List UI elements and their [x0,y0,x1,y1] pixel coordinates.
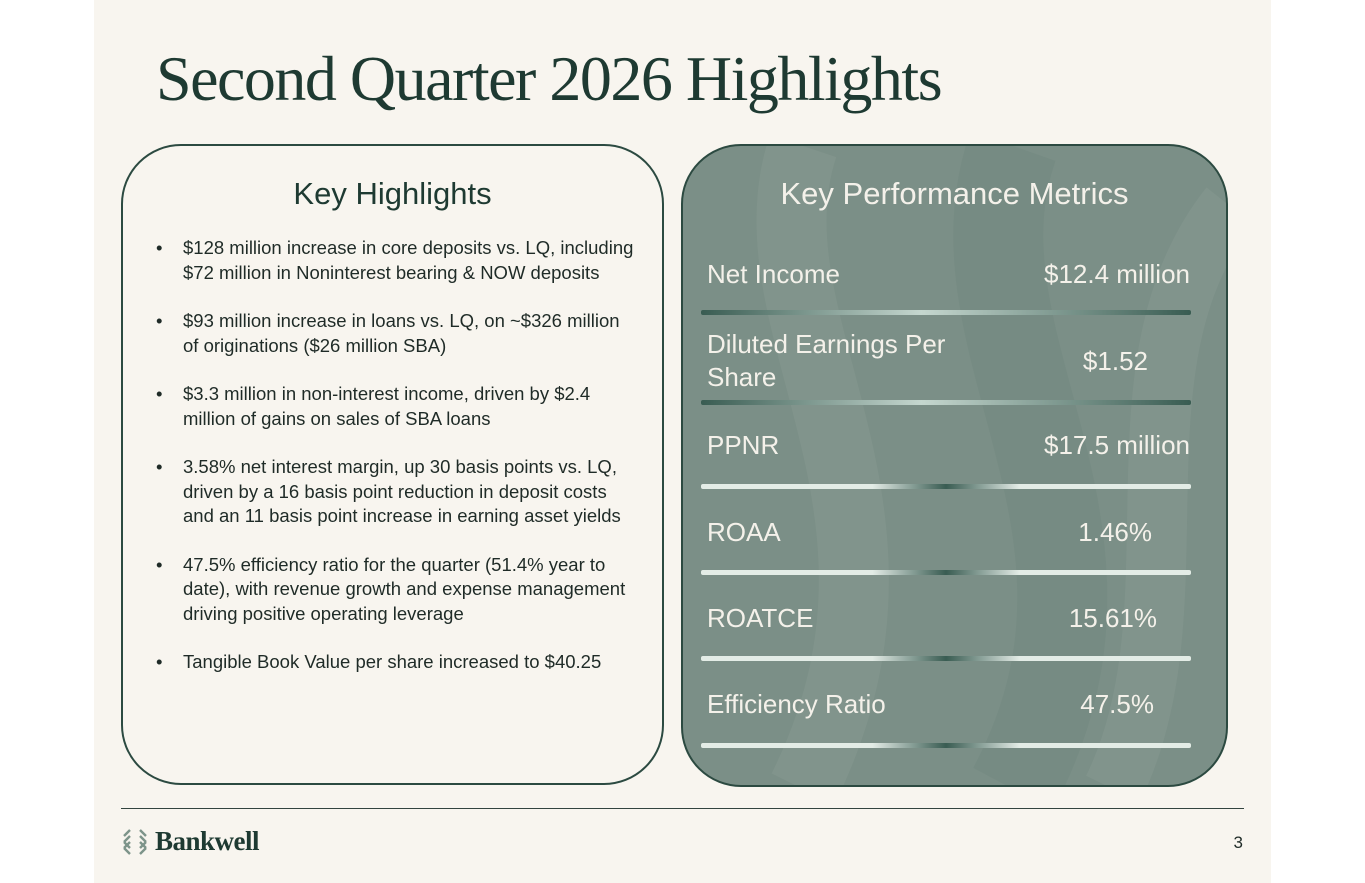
bullet-icon: • [156,651,163,672]
slide: Second Quarter 2026 Highlights Key Highl… [94,0,1271,883]
metric-value: $1.52 [1082,346,1148,376]
divider [701,310,1191,315]
divider [701,570,1191,575]
divider [701,484,1191,489]
metric-row-diluted-eps: Diluted Earnings Per Share $1.52 [683,328,1226,398]
bullet-icon: • [156,383,163,404]
metric-value: $17.5 million [1044,430,1190,460]
metric-label: Net Income [707,259,840,289]
metric-value: 1.46% [1078,517,1152,547]
highlight-text: $128 million increase in core deposits v… [183,237,634,283]
list-item: • 47.5% efficiency ratio for the quarter … [156,553,636,627]
metric-value: 47.5% [1080,689,1154,719]
highlight-text: $3.3 million in non-interest income, dri… [183,383,591,429]
list-item: • $3.3 million in non-interest income, dr… [156,382,636,431]
key-highlights-heading: Key Highlights [293,176,492,211]
page-title: Second Quarter 2026 Highlights [156,43,943,114]
highlights-list: • $128 million increase in core deposits … [156,236,636,699]
divider [701,743,1191,748]
divider [701,656,1191,661]
bankwell-logo: Bankwell [121,826,260,857]
metric-label: PPNR [707,430,780,460]
metric-value: 15.61% [1068,603,1157,633]
list-item: • Tangible Book Value per share increased… [156,650,636,675]
highlight-text: Tangible Book Value per share increased … [183,651,602,672]
list-item: • $93 million increase in loans vs. LQ, o… [156,309,636,358]
bullet-icon: • [156,310,163,331]
bullet-icon: • [156,553,163,575]
bankwell-logo-icon [123,828,147,855]
list-item: • 3.58% net interest margin, up 30 basis … [156,455,636,529]
metric-value: $12.4 million [1044,259,1190,289]
logo-text: Bankwell [155,826,260,856]
list-item: • $128 million increase in core deposits … [156,236,636,285]
highlight-text: $93 million increase in loans vs. LQ, on… [183,310,620,356]
metric-label: ROATCE [707,603,814,633]
key-performance-metrics-heading: Key Performance Metrics [780,176,1129,211]
metric-label: Diluted Earnings Per Share [707,329,946,392]
page-number: 3 [1233,833,1243,852]
footer-divider [121,808,1244,809]
highlight-text: 3.58% net interest margin, up 30 basis p… [183,456,621,526]
divider [701,400,1191,405]
key-highlights-card: Key Highlights • $128 million increase in… [121,144,664,785]
key-performance-metrics-card: Key Performance Metrics Net Income $12.4… [681,144,1228,787]
metric-label: ROAA [707,517,781,547]
bullet-icon: • [156,237,163,258]
highlight-text: 47.5% efficiency ratio for the quarter (… [183,553,626,624]
bullet-icon: • [156,456,163,477]
metric-label: Efficiency Ratio [707,689,886,719]
